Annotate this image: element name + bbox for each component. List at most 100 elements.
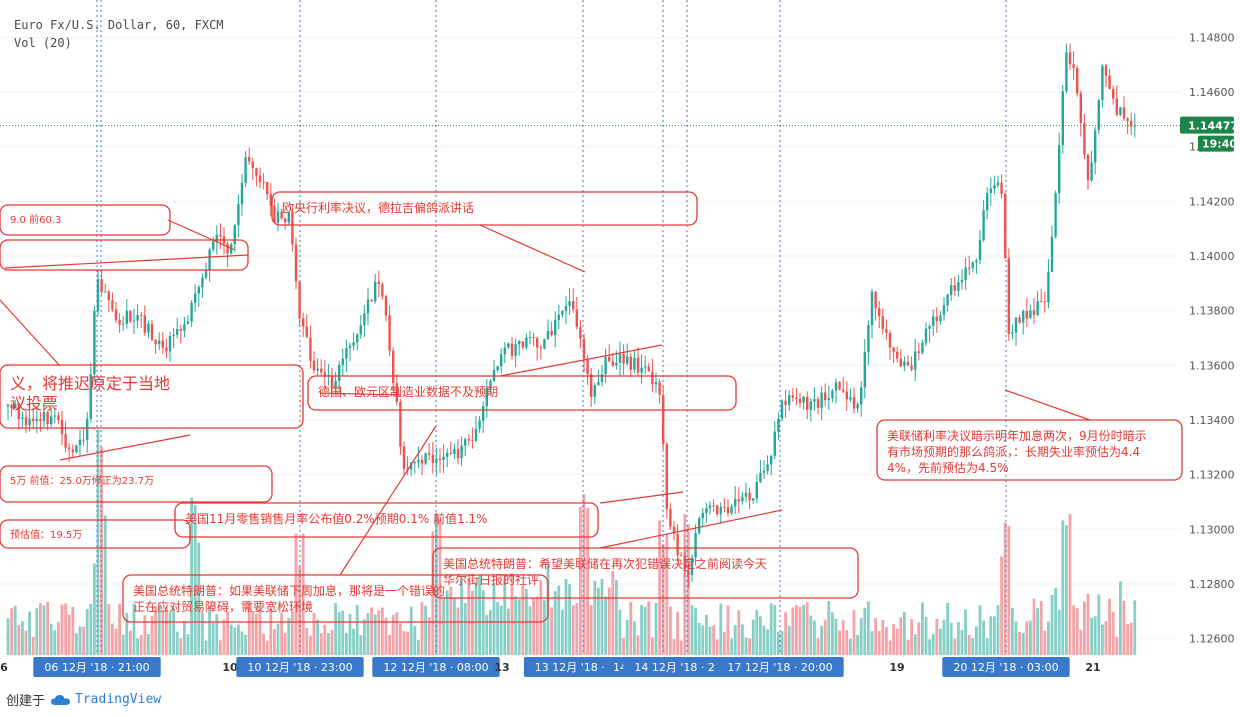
candle-body [514, 344, 517, 356]
candle-body [323, 372, 326, 376]
candle-body [921, 342, 924, 353]
volume-bar [258, 608, 262, 655]
volume-bar [172, 609, 175, 655]
volume-bar [877, 630, 881, 655]
tradingview-logo[interactable]: TradingView [51, 692, 161, 707]
candle-body [201, 277, 204, 288]
candle-body [302, 318, 305, 327]
volume-bar [575, 603, 579, 655]
annotation-box[interactable] [876, 419, 1183, 481]
volume-bar [543, 600, 546, 655]
volume-bar [1111, 612, 1115, 655]
candle-body [928, 326, 931, 329]
callout-pointer [479, 224, 586, 273]
candle-body [586, 358, 589, 375]
volume-bar [1075, 608, 1079, 655]
x-marker-tag[interactable] [716, 657, 844, 677]
volume-bar [582, 494, 586, 655]
candle-body [143, 315, 146, 333]
x-marker-tag[interactable] [372, 657, 500, 677]
symbol-title: Euro Fx/U.S. Dollar, 60, FXCM [14, 18, 224, 32]
volume-bar [316, 619, 319, 655]
volume-bar [892, 623, 895, 655]
annotation-box[interactable] [174, 502, 599, 538]
y-axis[interactable]: 1.148001.146001.144001.142001.140001.138… [1180, 31, 1238, 646]
candle-body [687, 570, 690, 575]
y-tick-label: 1.13200 [1189, 469, 1235, 482]
volume-bar [384, 617, 388, 655]
volume-bar [1097, 594, 1101, 655]
volume-bar [460, 578, 463, 655]
candle-body [867, 325, 870, 353]
candle-body [496, 366, 499, 371]
volume-bar [39, 603, 42, 655]
volume-bar [456, 607, 460, 655]
volume-bar [1011, 607, 1014, 655]
candle-body [442, 456, 445, 461]
candle-body [1018, 317, 1021, 323]
candle-body [384, 296, 388, 316]
y-tick-label: 1.13000 [1189, 523, 1235, 536]
annotation-box[interactable] [0, 364, 304, 429]
volume-bar [179, 638, 183, 655]
volume-bar [903, 611, 906, 655]
x-marker-tag[interactable] [523, 657, 627, 677]
x-marker-tag[interactable] [236, 657, 364, 677]
candle-body [424, 453, 427, 464]
annotation-box[interactable] [0, 204, 171, 236]
candle-body [154, 339, 157, 345]
annotation-box[interactable] [0, 519, 191, 549]
candle-body [428, 453, 431, 455]
volume-bar [805, 602, 809, 655]
candle-body [75, 445, 78, 453]
annotation-box[interactable] [0, 465, 273, 503]
volume-bar [719, 603, 723, 655]
volume-bar [399, 623, 402, 655]
candle-body [518, 341, 521, 345]
volume-bar [1129, 622, 1133, 655]
candle-body [417, 459, 420, 463]
volume-bar [291, 610, 294, 655]
candle-body [665, 443, 668, 510]
x-marker-tag[interactable] [33, 657, 161, 677]
volume-bar [435, 513, 438, 655]
candle-body [777, 418, 780, 432]
annotation-box[interactable] [271, 191, 698, 226]
x-tick-label: 10 12月 '18 · 23:00 [247, 661, 352, 674]
x-tick-label: 12 12月 '18 · 08:00 [383, 661, 488, 674]
volume-bar [1025, 621, 1029, 655]
candle-body [68, 447, 71, 450]
annotation-box[interactable] [0, 239, 249, 271]
candle-body [791, 395, 794, 398]
candle-body [636, 357, 640, 373]
candle-body [1014, 317, 1018, 333]
x-marker-tag[interactable] [942, 657, 1070, 677]
annotation-text: 美联储利率决议暗示明年加息两次，9月份时暗示 [887, 428, 1147, 443]
x-axis[interactable]: 6 06 12月 '18 · 21:00 10 10 12月 '18 · 23:00 1… [0, 657, 1101, 677]
candle-body [100, 279, 103, 293]
volume-bar [528, 606, 532, 655]
volume-bar [237, 624, 240, 655]
annotation-box[interactable] [432, 547, 859, 599]
volume-bar [1054, 588, 1057, 655]
volume-bar [658, 520, 661, 655]
volume-bar [1086, 593, 1090, 655]
candle-body [60, 419, 64, 434]
annotation-box[interactable] [307, 375, 737, 411]
volume-bar [557, 585, 561, 655]
volume-bar [975, 626, 978, 655]
volume-bar [600, 578, 604, 655]
volume-bar [312, 612, 316, 655]
volume-bar [723, 631, 726, 655]
candle-body [1072, 64, 1075, 69]
candle-body [1004, 193, 1007, 259]
volume-bar [345, 633, 348, 655]
candle-body [507, 343, 510, 348]
candle-body [366, 299, 370, 314]
candle-body [618, 354, 622, 363]
candle-body [827, 398, 830, 401]
volume-bar [265, 640, 269, 655]
volume-bar [424, 605, 427, 655]
